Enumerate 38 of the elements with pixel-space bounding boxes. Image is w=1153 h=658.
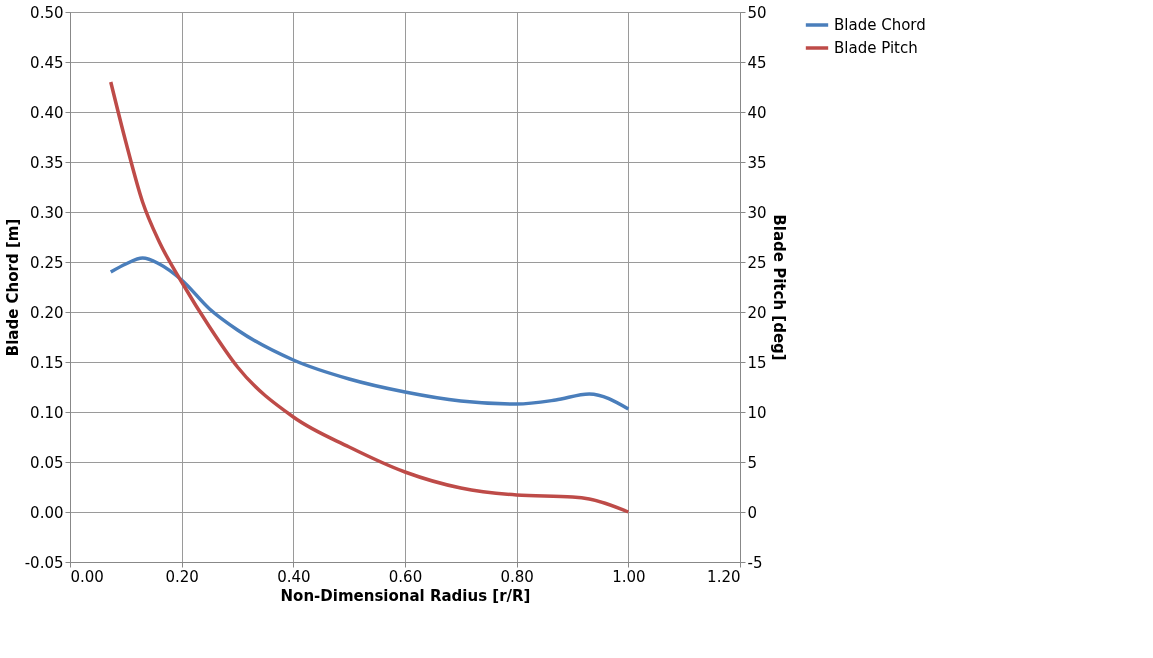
y2-axis-title: Blade Pitch [deg] (769, 214, 788, 361)
y2-tick-label: 45 (747, 53, 767, 72)
y-tick-label: 0.25 (30, 253, 64, 272)
y-tick-label: 0.00 (30, 503, 64, 522)
x-tick-label: 1.20 (707, 567, 741, 586)
y-tick-label: 0.15 (30, 353, 64, 372)
y2-tick-label: 0 (747, 503, 758, 522)
y-tick-label: 0.30 (30, 203, 64, 222)
y2-tick-label: 15 (747, 353, 767, 372)
x-tick-label: 0.20 (165, 567, 199, 586)
y2-tick-label: 10 (747, 403, 767, 422)
y-tick-label: -0.05 (24, 553, 64, 572)
y2-tick-label: 40 (747, 103, 767, 122)
y-tick-label: 0.35 (30, 153, 64, 172)
legend-label: Blade Pitch (834, 39, 918, 57)
x-tick-label: 0.80 (500, 567, 534, 586)
y-tick-label: 0.10 (30, 403, 64, 422)
line-series (109, 80, 631, 514)
y-tick-label: 0.05 (30, 453, 64, 472)
y-tick-label: 0.50 (30, 3, 64, 22)
y2-tick-label: 5 (747, 453, 758, 472)
line-series (109, 256, 631, 411)
y2-tick-label: -5 (747, 553, 763, 572)
y2-tick-label: 50 (747, 3, 767, 22)
y-axis-title: Blade Chord [m] (3, 218, 22, 357)
y2-tick-label: 25 (747, 253, 767, 272)
y-tick-label: 0.40 (30, 103, 64, 122)
x-tick-label: 1.00 (612, 567, 646, 586)
x-tick-label: 0.60 (388, 567, 423, 586)
y2-tick-label: 35 (747, 153, 767, 172)
y2-tick-label: 30 (747, 203, 767, 222)
x-tick-label: 0.40 (277, 567, 311, 586)
legend-label: Blade Chord (834, 16, 926, 34)
x-tick-label: 0.00 (70, 567, 104, 586)
x-axis-title: Non-Dimensional Radius [r/R] (280, 586, 531, 605)
y2-tick-label: 20 (747, 303, 767, 322)
y-tick-label: 0.20 (30, 303, 64, 322)
y-tick-label: 0.45 (30, 53, 64, 72)
